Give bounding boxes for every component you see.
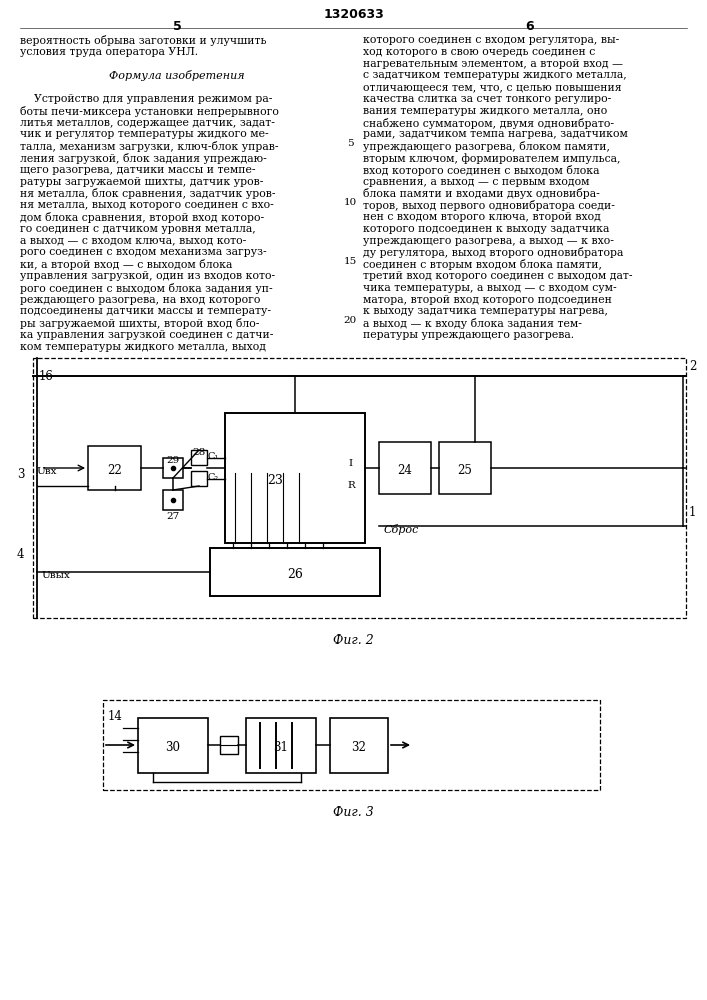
Text: 1320633: 1320633	[323, 8, 384, 21]
Text: ход которого в свою очередь соединен с: ход которого в свою очередь соединен с	[363, 47, 595, 57]
Text: 26: 26	[287, 568, 303, 581]
Text: третий вход которого соединен с выходом дат-: третий вход которого соединен с выходом …	[363, 271, 633, 281]
Text: 16: 16	[39, 370, 54, 383]
Text: пературы упреждающего разогрева.: пературы упреждающего разогрева.	[363, 330, 574, 340]
Text: чик и регулятор температуры жидкого ме-: чик и регулятор температуры жидкого ме-	[20, 129, 269, 139]
Bar	[225, 413, 365, 543]
Text: I: I	[349, 458, 353, 468]
Bar	[138, 718, 208, 772]
Text: нен с входом второго ключа, второй вход: нен с входом второго ключа, второй вход	[363, 212, 601, 222]
Text: ки, а второй вход — с выходом блока: ки, а второй вход — с выходом блока	[20, 259, 233, 270]
Text: отличающееся тем, что, с целью повышения: отличающееся тем, что, с целью повышения	[363, 82, 621, 92]
Text: Формула изобретения: Формула изобретения	[109, 70, 245, 81]
Bar	[330, 718, 388, 772]
Bar	[191, 471, 207, 486]
Text: ня металла, выход которого соединен с вхо-: ня металла, выход которого соединен с вх…	[20, 200, 274, 210]
Bar	[33, 358, 686, 618]
Text: а выход — к входу блока задания тем-: а выход — к входу блока задания тем-	[363, 318, 582, 329]
Text: матора, второй вход которого подсоединен: матора, второй вход которого подсоединен	[363, 295, 612, 305]
Text: вания температуры жидкого металла, оно: вания температуры жидкого металла, оно	[363, 106, 607, 116]
Text: 24: 24	[397, 464, 412, 477]
Text: торов, выход первого одновибратора соеди-: торов, выход первого одновибратора соеди…	[363, 200, 615, 211]
Bar	[246, 718, 316, 772]
Text: го соединен с датчиком уровня металла,: го соединен с датчиком уровня металла,	[20, 224, 256, 234]
Bar	[163, 490, 183, 510]
Text: ком температуры жидкого металла, выход: ком температуры жидкого металла, выход	[20, 342, 266, 352]
Text: щего разогрева, датчики массы и темпе-: щего разогрева, датчики массы и темпе-	[20, 165, 255, 175]
Text: условия труда оператора УНЛ.: условия труда оператора УНЛ.	[20, 47, 198, 57]
Text: соединен с вторым входом блока памяти,: соединен с вторым входом блока памяти,	[363, 259, 602, 270]
Text: ры загружаемой шихты, второй вход бло-: ры загружаемой шихты, второй вход бло-	[20, 318, 259, 329]
Text: вероятность обрыва заготовки и улучшить: вероятность обрыва заготовки и улучшить	[20, 35, 267, 46]
Text: 25: 25	[457, 464, 472, 477]
Text: чика температуры, а выход — с входом сум-: чика температуры, а выход — с входом сум…	[363, 283, 617, 293]
Text: качества слитка за счет тонкого регулиро-: качества слитка за счет тонкого регулиро…	[363, 94, 612, 104]
Text: реждающего разогрева, на вход которого: реждающего разогрева, на вход которого	[20, 295, 260, 305]
Text: 2: 2	[689, 360, 696, 373]
Text: 22: 22	[107, 464, 122, 477]
Bar	[163, 458, 183, 478]
Text: снабжено сумматором, двумя одновибрато-: снабжено сумматором, двумя одновибрато-	[363, 118, 614, 129]
Text: управления загрузкой, один из входов кото-: управления загрузкой, один из входов кот…	[20, 271, 275, 281]
Text: талла, механизм загрузки, ключ-блок управ-: талла, механизм загрузки, ключ-блок упра…	[20, 141, 279, 152]
Text: боты печи-миксера установки непрерывного: боты печи-миксера установки непрерывного	[20, 106, 279, 117]
Text: 15: 15	[344, 257, 356, 266]
Text: 3: 3	[17, 468, 25, 481]
Text: 29: 29	[166, 456, 180, 465]
Bar	[439, 442, 491, 494]
Text: R: R	[347, 481, 355, 490]
Text: рого соединен с входом механизма загруз-: рого соединен с входом механизма загруз-	[20, 247, 267, 257]
Text: 23: 23	[267, 474, 283, 487]
Text: 5: 5	[173, 20, 182, 33]
Text: подсоединены датчики массы и температу-: подсоединены датчики массы и температу-	[20, 306, 271, 316]
Text: 30: 30	[165, 741, 180, 754]
Text: 28: 28	[192, 448, 206, 457]
Text: 32: 32	[351, 741, 366, 754]
Text: нагревательным элементом, а второй вход —: нагревательным элементом, а второй вход …	[363, 59, 623, 69]
Text: Устройство для управления режимом ра-: Устройство для управления режимом ра-	[20, 94, 272, 104]
Text: Фиг. 3: Фиг. 3	[333, 806, 374, 819]
Bar	[88, 446, 141, 490]
Text: литья металлов, содержащее датчик, задат-: литья металлов, содержащее датчик, задат…	[20, 118, 275, 128]
Text: 27: 27	[166, 512, 180, 521]
Text: 1: 1	[689, 506, 696, 519]
Text: 5: 5	[346, 139, 354, 148]
Text: ня металла, блок сравнения, задатчик уров-: ня металла, блок сравнения, задатчик уро…	[20, 188, 276, 199]
Text: 10: 10	[344, 198, 356, 207]
Text: сравнения, а выход — с первым входом: сравнения, а выход — с первым входом	[363, 177, 590, 187]
Text: C₁: C₁	[208, 452, 219, 461]
Text: упреждающего разогрева, блоком памяти,: упреждающего разогрева, блоком памяти,	[363, 141, 610, 152]
Text: 14: 14	[108, 710, 123, 723]
Bar	[103, 700, 600, 790]
Text: Сброс: Сброс	[384, 524, 419, 535]
Text: ратуры загружаемой шихты, датчик уров-: ратуры загружаемой шихты, датчик уров-	[20, 177, 264, 187]
Text: Uвх: Uвх	[36, 467, 57, 476]
Text: которого соединен с входом регулятора, вы-: которого соединен с входом регулятора, в…	[363, 35, 619, 45]
Text: а выход — с входом ключа, выход кото-: а выход — с входом ключа, выход кото-	[20, 236, 246, 246]
Text: ка управления загрузкой соединен с датчи-: ка управления загрузкой соединен с датчи…	[20, 330, 274, 340]
Text: рого соединен с выходом блока задания уп-: рого соединен с выходом блока задания уп…	[20, 283, 273, 294]
Text: блока памяти и входами двух одновибра-: блока памяти и входами двух одновибра-	[363, 188, 600, 199]
Text: с задатчиком температуры жидкого металла,: с задатчиком температуры жидкого металла…	[363, 70, 626, 80]
Bar	[210, 548, 380, 596]
Text: которого подсоединен к выходу задатчика: которого подсоединен к выходу задатчика	[363, 224, 609, 234]
Text: 20: 20	[344, 316, 356, 325]
Text: 6: 6	[526, 20, 534, 33]
Text: C₂: C₂	[208, 473, 219, 482]
Bar	[220, 736, 238, 754]
Text: 31: 31	[274, 741, 288, 754]
Text: рами, задатчиком темпа нагрева, задатчиком: рами, задатчиком темпа нагрева, задатчик…	[363, 129, 628, 139]
Text: вход которого соединен с выходом блока: вход которого соединен с выходом блока	[363, 165, 600, 176]
Text: ления загрузкой, блок задания упреждаю-: ления загрузкой, блок задания упреждаю-	[20, 153, 267, 164]
Text: к выходу задатчика температуры нагрева,: к выходу задатчика температуры нагрева,	[363, 306, 608, 316]
Bar	[379, 442, 431, 494]
Bar	[191, 450, 207, 465]
Text: вторым ключом, формирователем импульса,: вторым ключом, формирователем импульса,	[363, 153, 621, 164]
Text: Uвых: Uвых	[41, 571, 70, 580]
Text: упреждающего разогрева, а выход — к вхо-: упреждающего разогрева, а выход — к вхо-	[363, 236, 614, 246]
Text: 4: 4	[17, 548, 25, 561]
Text: Фиг. 2: Фиг. 2	[333, 634, 374, 647]
Text: ду регулятора, выход второго одновибратора: ду регулятора, выход второго одновибрато…	[363, 247, 624, 258]
Text: дом блока сравнения, второй вход которо-: дом блока сравнения, второй вход которо-	[20, 212, 264, 223]
